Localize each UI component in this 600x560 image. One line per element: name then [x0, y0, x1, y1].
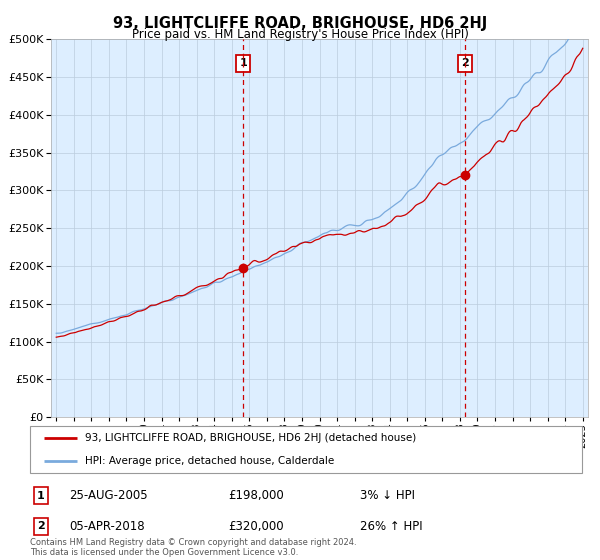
Text: 25-AUG-2005: 25-AUG-2005: [69, 489, 148, 502]
Text: £320,000: £320,000: [228, 520, 284, 533]
Text: 05-APR-2018: 05-APR-2018: [69, 520, 145, 533]
Text: 93, LIGHTCLIFFE ROAD, BRIGHOUSE, HD6 2HJ: 93, LIGHTCLIFFE ROAD, BRIGHOUSE, HD6 2HJ: [113, 16, 487, 31]
Text: 26% ↑ HPI: 26% ↑ HPI: [360, 520, 422, 533]
Text: 3% ↓ HPI: 3% ↓ HPI: [360, 489, 415, 502]
FancyBboxPatch shape: [30, 426, 582, 473]
Text: 2: 2: [461, 58, 469, 68]
Text: Price paid vs. HM Land Registry's House Price Index (HPI): Price paid vs. HM Land Registry's House …: [131, 28, 469, 41]
Text: Contains HM Land Registry data © Crown copyright and database right 2024.
This d: Contains HM Land Registry data © Crown c…: [30, 538, 356, 557]
Text: 1: 1: [239, 58, 247, 68]
Text: 2: 2: [37, 521, 44, 531]
Text: £198,000: £198,000: [228, 489, 284, 502]
Text: HPI: Average price, detached house, Calderdale: HPI: Average price, detached house, Cald…: [85, 456, 334, 466]
Text: 93, LIGHTCLIFFE ROAD, BRIGHOUSE, HD6 2HJ (detached house): 93, LIGHTCLIFFE ROAD, BRIGHOUSE, HD6 2HJ…: [85, 433, 416, 444]
Text: 1: 1: [37, 491, 44, 501]
